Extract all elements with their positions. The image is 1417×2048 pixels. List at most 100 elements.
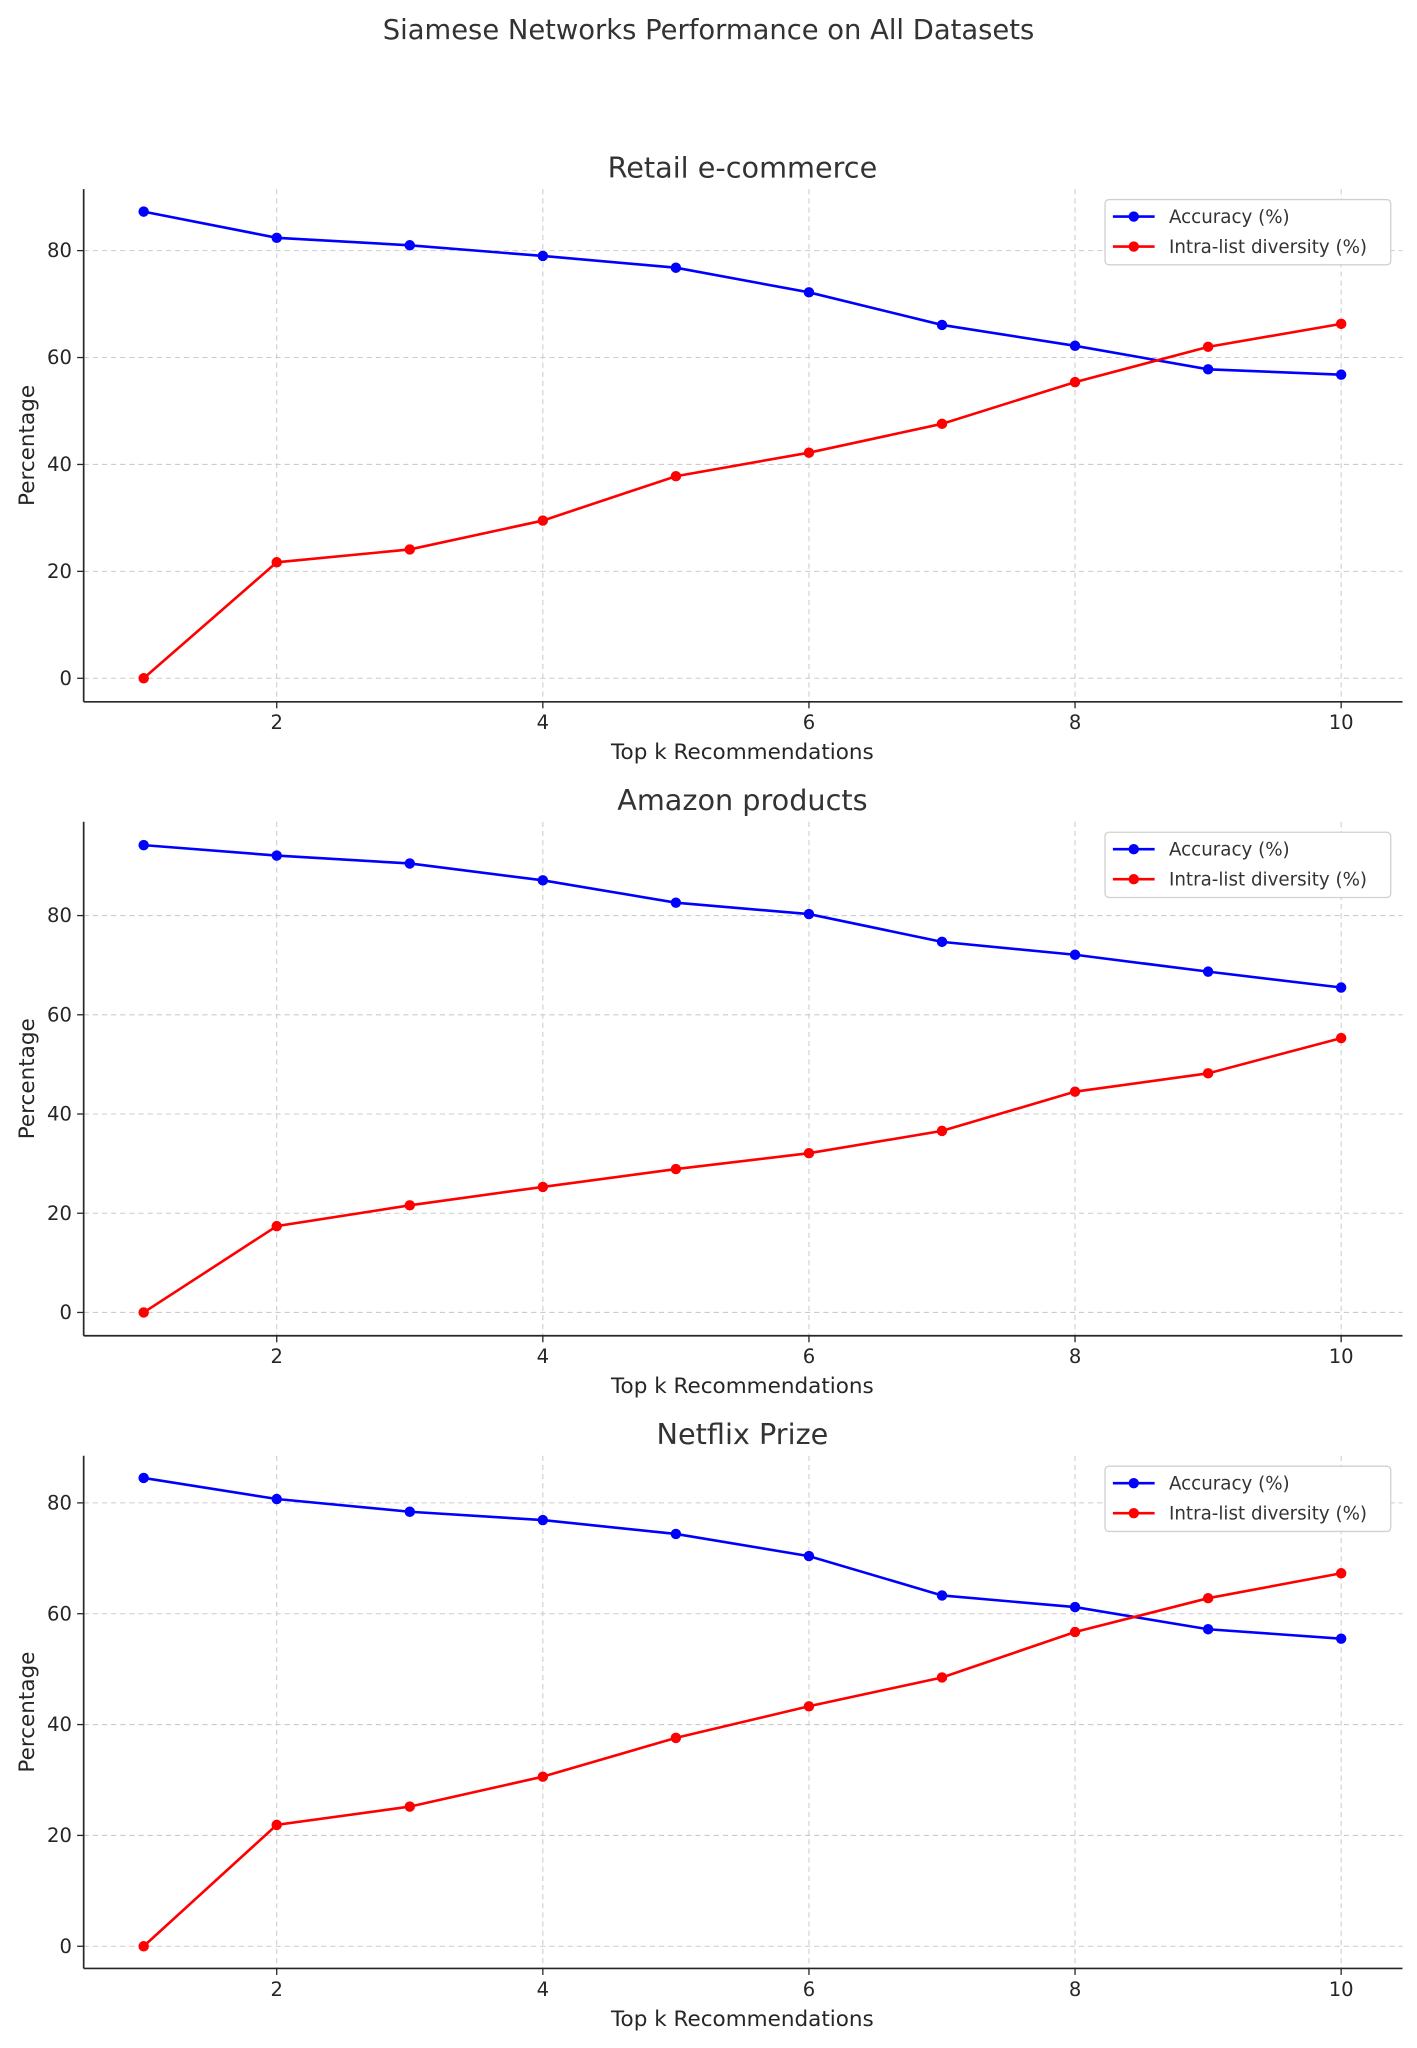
x-tick-label: 2 xyxy=(271,711,283,734)
legend-marker xyxy=(1128,1477,1139,1489)
y-axis-label: Percentage xyxy=(15,1652,40,1773)
x-tick-label: 4 xyxy=(537,1345,549,1368)
data-point xyxy=(1069,949,1081,960)
subplot-title: Netflix Prize xyxy=(657,1417,829,1451)
data-point xyxy=(271,1493,282,1505)
data-point xyxy=(271,1220,282,1232)
x-tick-label: 10 xyxy=(1329,1978,1354,2001)
y-tick-label: 80 xyxy=(47,239,72,262)
legend: Accuracy (%) Intra-list diversity (%) xyxy=(1104,1465,1392,1533)
x-tick-label: 6 xyxy=(803,711,815,734)
y-tick-label: 40 xyxy=(47,1713,72,1736)
series-line-diversity xyxy=(142,1036,1342,1314)
series-line-accuracy xyxy=(143,210,1342,376)
legend-marker xyxy=(1128,241,1139,252)
data-point xyxy=(803,287,815,298)
legend-marker xyxy=(1128,873,1139,885)
series-line-diversity xyxy=(142,322,1342,680)
subplot-3: 2 4 6 8 10 0 20 40 60 80 Netflix Prize Top k Recomm… xyxy=(15,1417,1403,2032)
legend-box xyxy=(1104,1465,1392,1533)
data-point xyxy=(1335,318,1347,330)
data-point xyxy=(1069,1086,1081,1097)
data-point xyxy=(670,897,682,908)
data-point xyxy=(803,1147,815,1159)
y-axis-label: Percentage xyxy=(15,1018,40,1139)
data-point xyxy=(803,447,815,458)
data-point xyxy=(404,544,415,555)
legend: Accuracy (%) Intra-list diversity (%) xyxy=(1104,198,1392,266)
y-tick-label: 40 xyxy=(47,453,72,476)
data-point xyxy=(537,515,549,526)
data-point xyxy=(138,206,149,217)
x-tick-label: 10 xyxy=(1329,711,1354,734)
legend-label: Accuracy (%) xyxy=(1169,840,1290,861)
data-point xyxy=(404,1506,415,1517)
data-point xyxy=(138,673,149,684)
x-tick-label: 4 xyxy=(537,711,549,734)
data-point xyxy=(1202,966,1214,977)
data-point xyxy=(936,1672,948,1683)
y-tick-label: 0 xyxy=(59,1301,71,1324)
subplot-title: Amazon products xyxy=(617,783,867,817)
y-tick-label: 40 xyxy=(47,1103,72,1126)
legend-label: Intra-list diversity (%) xyxy=(1169,237,1367,258)
data-point xyxy=(1335,1568,1347,1579)
y-tick-label: 20 xyxy=(47,1202,72,1225)
data-point xyxy=(1335,982,1347,993)
data-point xyxy=(1335,369,1347,380)
data-point xyxy=(1069,376,1081,388)
data-point xyxy=(1202,364,1214,375)
data-point xyxy=(537,250,549,262)
subplot-1: 2 4 6 8 10 0 20 40 60 80 Retail e-commerce Top k Re… xyxy=(15,150,1403,765)
x-tick-label: 10 xyxy=(1329,1345,1354,1368)
data-point xyxy=(271,850,282,861)
x-axis-label: Top k Recommendations xyxy=(610,740,874,765)
y-tick-label: 80 xyxy=(47,904,72,927)
legend: Accuracy (%) Intra-list diversity (%) xyxy=(1104,831,1392,899)
legend-label: Accuracy (%) xyxy=(1169,1474,1290,1495)
legend-marker xyxy=(1128,1507,1139,1519)
data-point xyxy=(670,1528,682,1540)
data-point xyxy=(138,1941,149,1952)
legend-marker xyxy=(1128,843,1139,855)
y-tick-label: 60 xyxy=(47,1003,72,1026)
data-point xyxy=(936,319,948,331)
data-point xyxy=(803,1550,815,1562)
series-line-accuracy xyxy=(143,843,1342,989)
data-point xyxy=(670,1163,682,1175)
data-point xyxy=(936,936,948,948)
data-point xyxy=(138,1472,149,1484)
data-point xyxy=(404,858,415,869)
x-tick-label: 8 xyxy=(1069,711,1081,734)
data-point xyxy=(1069,1626,1081,1638)
data-point xyxy=(803,908,815,920)
y-tick-label: 0 xyxy=(59,667,71,690)
figure-title: Siamese Networks Performance on All Data… xyxy=(383,15,1034,46)
data-point xyxy=(1202,1624,1214,1635)
x-tick-label: 8 xyxy=(1069,1345,1081,1368)
data-point xyxy=(271,232,282,244)
data-point xyxy=(138,839,149,851)
data-point xyxy=(537,1771,549,1782)
data-point xyxy=(670,470,682,482)
data-point xyxy=(404,1200,415,1211)
legend-label: Intra-list diversity (%) xyxy=(1169,1504,1367,1525)
data-point xyxy=(1069,340,1081,351)
data-point xyxy=(803,1701,815,1712)
subplot-title: Retail e-commerce xyxy=(608,150,878,184)
data-point xyxy=(1335,1032,1347,1044)
legend-label: Intra-list diversity (%) xyxy=(1169,870,1367,891)
data-point xyxy=(936,1125,948,1137)
data-point xyxy=(537,1514,549,1526)
data-point xyxy=(404,1801,415,1812)
subplot-2: 2 4 6 8 10 0 20 40 60 80 Amazon products Top k Reco… xyxy=(15,783,1403,1399)
x-axis-label: Top k Recommendations xyxy=(610,2007,874,2032)
data-point xyxy=(936,418,948,430)
data-point xyxy=(1069,1601,1081,1613)
series-line-accuracy xyxy=(143,1476,1342,1640)
y-axis-label: Percentage xyxy=(15,385,40,506)
y-tick-label: 20 xyxy=(47,1824,72,1847)
x-tick-label: 4 xyxy=(537,1978,549,2001)
data-point xyxy=(670,1732,682,1744)
data-point xyxy=(1335,1633,1347,1644)
